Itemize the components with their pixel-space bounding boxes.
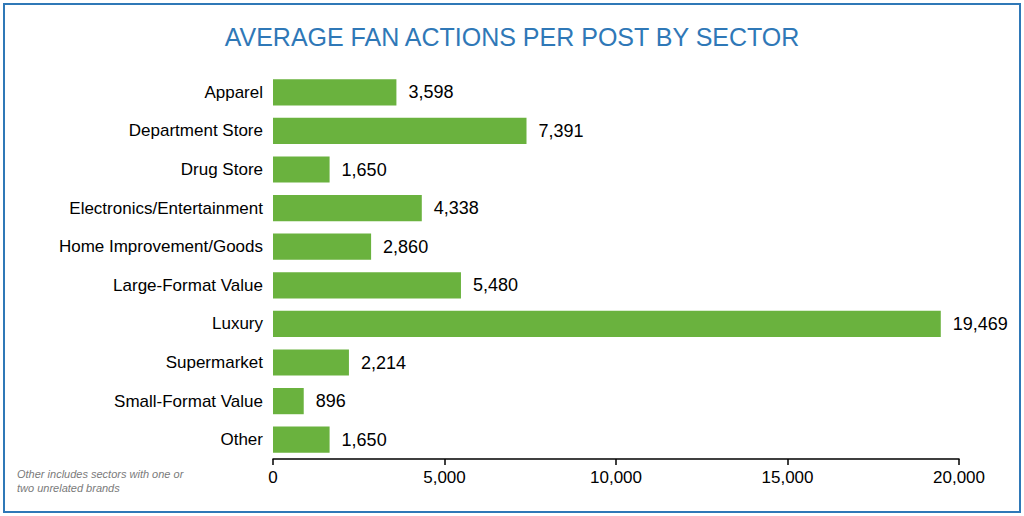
svg-text:20,000: 20,000: [933, 468, 985, 487]
svg-text:Apparel: Apparel: [204, 83, 263, 102]
svg-text:Electronics/Entertainment: Electronics/Entertainment: [69, 199, 263, 218]
svg-text:Small-Format Value: Small-Format Value: [114, 392, 263, 411]
svg-text:Home Improvement/Goods: Home Improvement/Goods: [59, 237, 263, 256]
svg-text:Department Store: Department Store: [129, 121, 263, 140]
svg-text:Luxury: Luxury: [212, 314, 264, 333]
svg-text:1,650: 1,650: [342, 430, 387, 450]
svg-text:Drug Store: Drug Store: [181, 160, 263, 179]
svg-text:4,338: 4,338: [434, 198, 479, 218]
svg-text:7,391: 7,391: [539, 121, 584, 141]
svg-text:Other includes sectors with on: Other includes sectors with one or: [17, 468, 186, 480]
svg-text:Large-Format Value: Large-Format Value: [113, 276, 263, 295]
svg-text:5,000: 5,000: [423, 468, 466, 487]
svg-text:19,469: 19,469: [953, 314, 1008, 334]
svg-text:Supermarket: Supermarket: [166, 353, 264, 372]
svg-text:two unrelated brands: two unrelated brands: [17, 482, 120, 494]
svg-text:10,000: 10,000: [590, 468, 642, 487]
svg-text:0: 0: [268, 468, 277, 487]
svg-text:15,000: 15,000: [762, 468, 814, 487]
svg-text:Other: Other: [220, 430, 263, 449]
svg-text:2,214: 2,214: [361, 353, 406, 373]
svg-text:1,650: 1,650: [342, 160, 387, 180]
svg-text:5,480: 5,480: [473, 275, 518, 295]
svg-text:3,598: 3,598: [408, 82, 453, 102]
svg-text:896: 896: [316, 391, 346, 411]
svg-text:AVERAGE FAN ACTIONS PER POST B: AVERAGE FAN ACTIONS PER POST BY SECTOR: [225, 23, 800, 51]
svg-text:2,860: 2,860: [383, 237, 428, 257]
